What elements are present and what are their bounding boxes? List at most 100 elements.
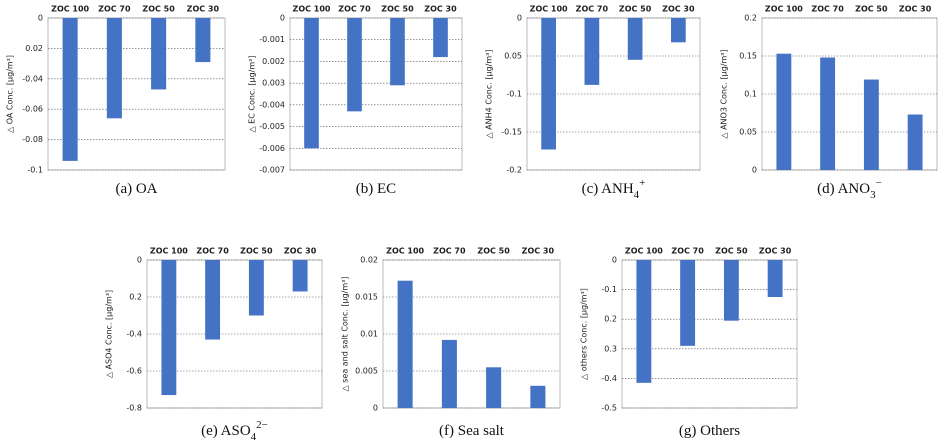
y-tick-label: -0.1 [27,166,43,175]
bar [205,260,221,340]
bar [62,18,78,161]
y-tick-label: 0.005 [355,367,378,376]
caption-superscript: − [876,177,882,189]
y-tick-label: 0.02 [360,256,378,265]
y-tick-label: -0.8 [126,404,142,413]
caption-text: (c) ANH [582,181,634,197]
y-tick-label: 0.015 [355,293,378,302]
caption-subscript: 3 [870,189,876,201]
y-tick-label: -0.6 [126,367,142,376]
bar [248,260,264,316]
x-tick-label: ZOC 100 [150,247,188,256]
bar [347,18,362,112]
caption-subscript: 4 [634,189,640,201]
x-tick-label: ZOC 70 [338,5,371,14]
y-tick-label: -0.006 [259,144,285,153]
bar [433,18,448,58]
y-tick-label: -0.001 [259,35,285,44]
x-tick-label: ZOC 50 [855,5,888,14]
x-tick-label: ZOC 100 [765,5,803,14]
y-tick-label: 0.1 [744,90,757,99]
y-tick-label: 0 [38,14,43,23]
bar [627,18,643,60]
y-tick-label: 0 [752,166,757,175]
x-tick-label: ZOC 70 [811,5,844,14]
x-tick-label: ZOC 70 [98,5,131,14]
x-tick-label: ZOC 30 [284,247,317,256]
bar [767,260,783,297]
bar [441,339,457,408]
bar [292,260,308,292]
bar [106,18,122,119]
y-tick-label: -0.06 [22,105,43,114]
y-tick-label: -0.1 [601,285,617,294]
x-tick-label: ZOC 50 [240,247,273,256]
y-tick-label: -0.005 [259,122,285,131]
y-tick-label: 0 [280,14,285,23]
bar [671,18,686,43]
y-tick-label: -0.004 [259,100,285,109]
y-tick-label: 0.2 [604,315,617,324]
y-tick-label: 0.3 [604,344,617,353]
y-tick-label: -0.4 [126,330,142,339]
x-tick-label: ZOC 70 [433,247,466,256]
x-tick-label: ZOC 70 [196,247,229,256]
bar [530,385,546,408]
y-axis-title: △ ANO3 Conc. [μg/m³] [720,49,729,138]
y-tick-label: -0.4 [601,374,617,383]
y-tick-label: 0 [517,14,522,23]
y-tick-label: 0.002 [262,57,285,66]
bar [397,280,413,408]
x-tick-label: ZOC 50 [619,5,652,14]
y-tick-label: -0.2 [506,166,522,175]
x-tick-label: ZOC 100 [386,247,424,256]
caption-text: (e) ASO [201,423,251,439]
y-axis-title: △ others Conc. [μg/m³] [580,288,589,380]
caption: (f) Sea salt [439,423,505,439]
bar [820,57,836,170]
y-axis-title: △ ANH4 Conc. [μg/m³] [485,50,494,139]
y-tick-label: 0.15 [739,52,757,61]
bar [863,79,879,170]
caption-text: (d) ANO [817,181,870,197]
y-axis-title: △ ASO4 Conc. [μg/m³] [105,290,114,378]
x-tick-label: ZOC 50 [381,5,414,14]
x-tick-label: ZOC 70 [671,247,704,256]
y-tick-label: -0.15 [501,128,522,137]
x-tick-label: ZOC 50 [477,247,510,256]
y-tick-label: -0.5 [601,404,617,413]
bar [195,18,211,63]
x-tick-label: ZOC 30 [899,5,932,14]
y-tick-label: 0 [612,256,617,265]
bar [584,18,600,85]
plot-frame [289,17,463,171]
y-axis-title: △ OA Conc. [μg/m³] [6,55,15,133]
x-tick-label: ZOC 70 [576,5,609,14]
y-tick-label: 0.003 [262,79,285,88]
caption: (d) ANO3− [817,177,882,201]
y-tick-label: -0.08 [22,135,43,144]
y-axis-title: △ EC Conc. [μg/m³] [248,55,257,132]
x-tick-label: ZOC 50 [715,247,748,256]
x-tick-label: ZOC 100 [293,5,331,14]
x-tick-label: ZOC 30 [522,247,555,256]
bar [907,114,923,170]
y-tick-label: -0.1 [506,90,522,99]
x-tick-label: ZOC 30 [424,5,457,14]
y-tick-label: 0 [137,256,142,265]
bar [151,18,167,90]
caption-subscript: 4 [251,431,257,443]
x-tick-label: ZOC 100 [530,5,568,14]
y-tick-label: 0.01 [360,330,378,339]
caption: (a) OA [115,181,157,197]
y-tick-label: 0.2 [744,14,757,23]
bar [161,260,177,396]
caption-superscript: 2− [256,419,268,431]
x-tick-label: ZOC 30 [187,5,220,14]
bar [390,18,405,86]
bar [723,260,739,321]
y-tick-label: 0.02 [25,44,43,53]
x-tick-label: ZOC 30 [662,5,695,14]
bar [636,260,652,383]
